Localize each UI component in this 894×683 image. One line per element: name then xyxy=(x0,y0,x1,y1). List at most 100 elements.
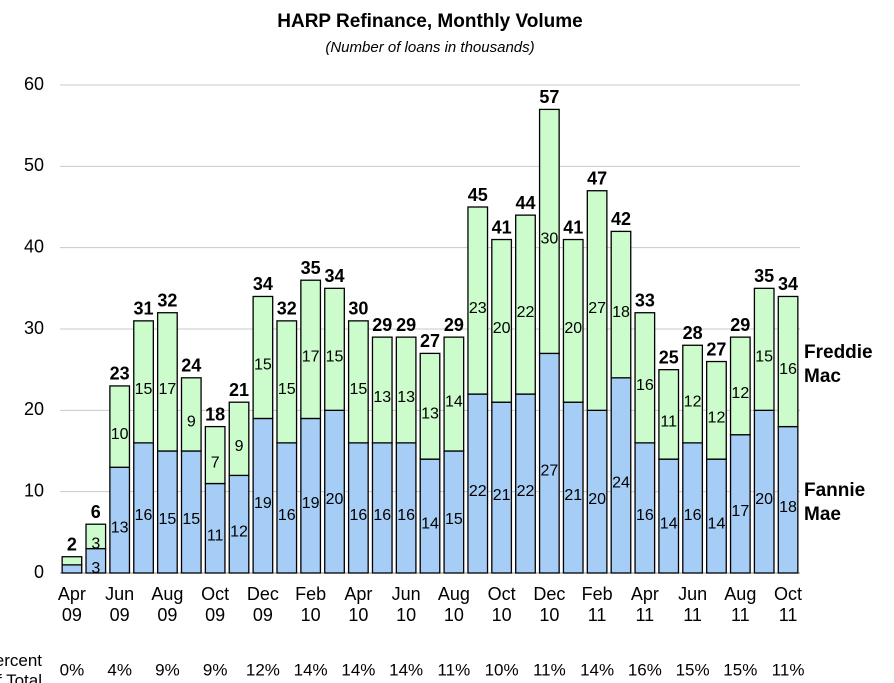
segment-label: 14 xyxy=(421,515,439,532)
bar-segment xyxy=(562,238,584,403)
bar-segment xyxy=(586,190,608,411)
segment-label: 13 xyxy=(373,389,391,406)
bar-segment xyxy=(180,377,202,452)
total-label: 35 xyxy=(754,266,774,286)
bar-segment xyxy=(371,336,393,444)
total-label: 31 xyxy=(134,299,154,319)
segment-label: 12 xyxy=(230,523,248,540)
x-tick-label: Aug 10 xyxy=(437,584,470,625)
percent-label: 9% xyxy=(203,660,228,679)
y-tick-label: 0 xyxy=(34,562,44,582)
bar-segment xyxy=(204,425,226,485)
segment-label: 14 xyxy=(445,393,463,410)
bar-segment xyxy=(634,312,656,444)
series-label: Freddie Mac xyxy=(804,341,873,387)
bar-segment xyxy=(61,556,83,566)
bar-segment xyxy=(729,336,751,436)
total-label: 33 xyxy=(635,290,655,310)
bar-segment xyxy=(61,564,83,574)
segment-label: 13 xyxy=(397,389,415,406)
segment-label: 21 xyxy=(564,487,582,504)
x-tick-label: Apr 09 xyxy=(57,584,86,625)
bar-segment xyxy=(706,360,727,460)
percent-label: 14% xyxy=(389,660,423,679)
x-tick-label: Aug 09 xyxy=(151,584,184,625)
segment-label: 30 xyxy=(540,231,558,248)
bar-segment xyxy=(467,206,489,395)
segment-label: 17 xyxy=(159,381,177,398)
segment-label: 16 xyxy=(278,507,296,524)
total-label: 41 xyxy=(563,217,583,237)
x-tick-label: Oct 10 xyxy=(487,584,516,625)
bar-segment xyxy=(324,287,345,411)
total-label: 34 xyxy=(325,266,345,286)
total-label: 29 xyxy=(396,315,416,335)
percent-row-label: Percent of Total xyxy=(0,651,42,683)
segment-label: 15 xyxy=(445,511,463,528)
bar-segment xyxy=(347,320,369,444)
total-label: 29 xyxy=(730,315,750,335)
total-label: 25 xyxy=(659,347,679,367)
x-tick-label: Jun 09 xyxy=(105,584,135,625)
segment-label: 13 xyxy=(111,519,129,536)
bar-segment xyxy=(538,108,560,355)
x-tick-label: Dec 10 xyxy=(533,584,566,625)
bar-segment xyxy=(252,295,274,420)
y-tick-label: 50 xyxy=(24,155,44,175)
segment-label: 20 xyxy=(326,491,344,508)
total-label: 34 xyxy=(778,274,798,294)
segment-label: 20 xyxy=(588,491,606,508)
y-tick-label: 20 xyxy=(24,399,44,419)
total-label: 35 xyxy=(301,258,321,278)
segment-label: 14 xyxy=(660,515,678,532)
x-tick-label: Apr 11 xyxy=(630,584,659,625)
segment-label: 20 xyxy=(564,320,582,337)
percent-label: 10% xyxy=(485,660,519,679)
segment-label: 19 xyxy=(254,495,272,512)
percent-label: 15% xyxy=(676,660,710,679)
segment-label: 3 xyxy=(91,536,100,553)
total-label: 45 xyxy=(468,185,488,205)
series-label: Fannie Mae xyxy=(804,479,866,525)
segment-label: 15 xyxy=(135,381,153,398)
segment-label: 14 xyxy=(708,515,726,532)
percent-label: 12% xyxy=(246,660,280,679)
x-tick-label: Oct 11 xyxy=(774,584,803,625)
percent-label: 14% xyxy=(341,660,375,679)
segment-label: 11 xyxy=(207,527,224,544)
percent-label: 4% xyxy=(107,660,132,679)
percent-label: 16% xyxy=(628,660,662,679)
bar-segment xyxy=(395,336,417,444)
total-label: 42 xyxy=(611,209,631,229)
bar-segment xyxy=(753,287,775,411)
bar-segment xyxy=(156,312,178,452)
bar-segment xyxy=(515,214,536,395)
segment-label: 15 xyxy=(349,381,367,398)
bar-segment xyxy=(228,401,250,477)
segment-label: 15 xyxy=(182,511,200,528)
total-label: 30 xyxy=(348,299,368,319)
segment-label: 16 xyxy=(636,507,654,524)
segment-label: 16 xyxy=(349,507,367,524)
segment-label: 22 xyxy=(469,483,487,500)
segment-label: 18 xyxy=(612,304,630,321)
y-tick-label: 40 xyxy=(24,236,44,256)
total-label: 27 xyxy=(420,331,440,351)
segment-label: 9 xyxy=(187,414,196,431)
total-label: 57 xyxy=(539,87,559,107)
total-label: 21 xyxy=(229,380,249,400)
percent-label: 15% xyxy=(723,660,757,679)
x-tick-label: Apr 10 xyxy=(344,584,373,625)
segment-label: 15 xyxy=(254,357,272,374)
total-label: 28 xyxy=(683,323,703,343)
segment-label: 19 xyxy=(302,495,320,512)
segment-label: 27 xyxy=(540,462,558,479)
x-tick-label: Feb 10 xyxy=(295,584,327,625)
total-label: 32 xyxy=(157,290,177,310)
percent-label: 0% xyxy=(60,660,85,679)
segment-label: 11 xyxy=(660,414,677,431)
segment-label: 3 xyxy=(91,560,100,577)
bar-segment xyxy=(491,238,513,403)
